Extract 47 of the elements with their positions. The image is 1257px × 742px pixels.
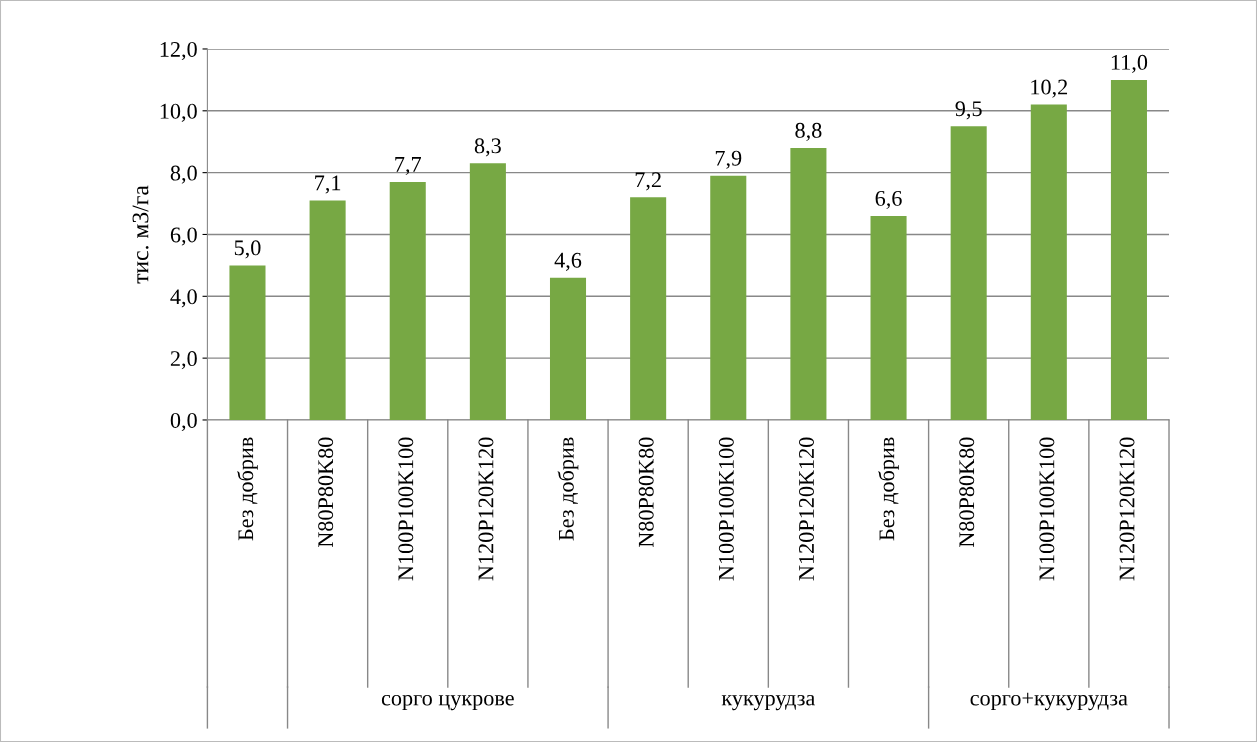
- data-label: 7,9: [715, 150, 742, 169]
- bar: [389, 181, 426, 420]
- bar: [309, 200, 346, 420]
- x-tick-label: N100P100K100: [718, 437, 734, 581]
- bar: [1030, 104, 1067, 420]
- y-tick-label: 10,0: [160, 103, 197, 122]
- y-tick-label: 4,0: [170, 289, 197, 308]
- bar: [950, 126, 987, 420]
- data-label: 7,1: [315, 175, 341, 194]
- bar: [469, 163, 506, 420]
- data-label: 9,5: [955, 101, 982, 120]
- x-tick-label: N120P120K120: [1119, 437, 1135, 581]
- bar: [1110, 79, 1147, 420]
- y-axis-title: тис. м3/га: [132, 185, 149, 284]
- data-label: 6,6: [875, 190, 902, 210]
- x-tick-label: N100P100K100: [1039, 437, 1055, 581]
- x-tick-label: Без добрив: [237, 437, 258, 541]
- data-label: 10,2: [1031, 79, 1068, 98]
- x-tick-label: N80P80K80: [318, 437, 334, 548]
- data-label: 5,0: [234, 240, 261, 259]
- bar: [549, 277, 587, 420]
- x-tick-label: N80P80K80: [959, 437, 975, 548]
- x-tick-label: N120P120K120: [478, 437, 494, 581]
- bar: [710, 175, 747, 420]
- y-tick-label: 12,0: [160, 41, 197, 61]
- text: сорго+кукурудза: [970, 692, 1128, 711]
- data-label: 4,6: [554, 252, 582, 271]
- y-tick-label: 6,0: [170, 227, 197, 246]
- data-label: 8,3: [474, 138, 501, 157]
- data-label: 11,0: [1111, 54, 1148, 74]
- bar: [229, 265, 266, 420]
- text: сорго цукрове: [381, 694, 514, 711]
- y-tick-label: 2,0: [170, 351, 197, 370]
- bar: [630, 197, 667, 420]
- data-label: 8,8: [795, 122, 822, 142]
- y-tick-label: 8,0: [170, 165, 197, 184]
- bar: [790, 147, 827, 420]
- x-tick-label: Без добрив: [878, 437, 899, 541]
- x-tick-label: N120P120K120: [798, 437, 814, 581]
- text: кукурудза: [721, 694, 816, 711]
- y-tick-label: 0,0: [170, 412, 197, 432]
- data-label: 7,2: [635, 172, 661, 191]
- data-label: 7,7: [395, 157, 421, 176]
- x-tick-label: Без добрив: [557, 437, 579, 541]
- bar: [870, 215, 907, 420]
- x-tick-label: N80P80K80: [638, 437, 654, 548]
- x-tick-label: N100P100K100: [398, 437, 414, 581]
